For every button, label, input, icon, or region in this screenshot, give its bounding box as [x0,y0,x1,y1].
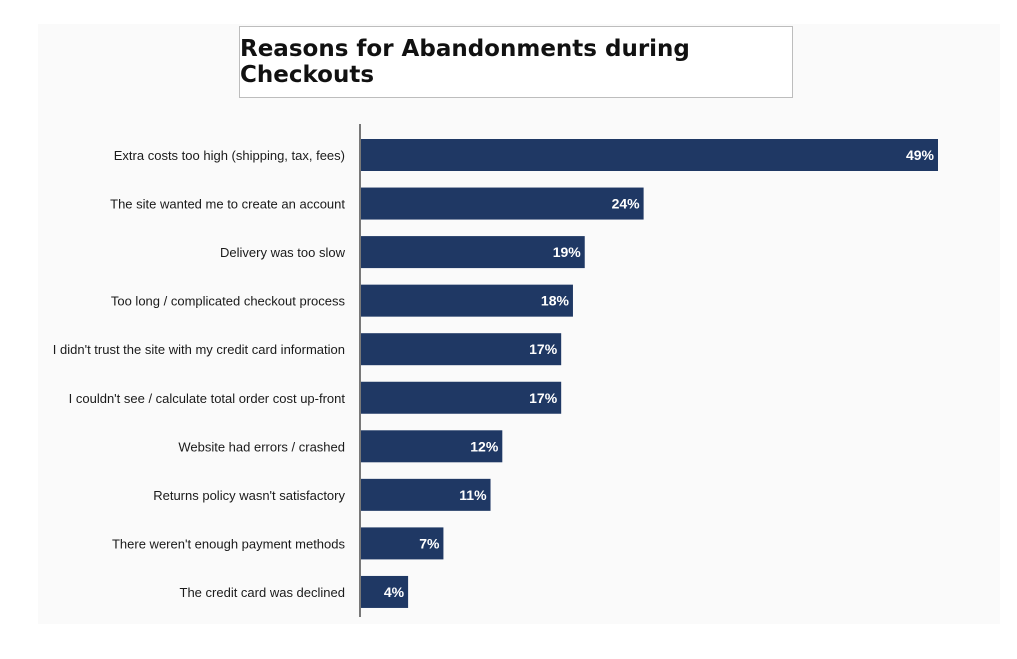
category-label: Website had errors / crashed [178,439,345,454]
bar [361,478,491,511]
bar-value-label: 11% [459,487,487,503]
bar [361,284,573,317]
bar [361,333,562,366]
category-label: There weren't enough payment methods [112,536,346,551]
chart-background [38,24,1000,624]
category-label: Returns policy wasn't satisfactory [153,488,345,503]
bars-group: 49% 24% 19% 18% 17% 17% 12% 11% 7% 4% [361,139,938,608]
bar-value-label: 18% [541,293,570,309]
category-label: I couldn't see / calculate total order c… [69,391,346,406]
bar-value-label: 4% [384,584,405,600]
category-label: Extra costs too high (shipping, tax, fee… [114,148,345,163]
category-label: Too long / complicated checkout process [111,294,346,309]
category-label: The credit card was declined [180,585,345,600]
bar-value-label: 17% [529,341,558,357]
bar-value-label: 17% [529,390,558,406]
bar [361,139,938,171]
bar [361,236,585,269]
category-label: Delivery was too slow [220,245,346,260]
category-label: I didn't trust the site with my credit c… [53,342,345,357]
chart-title-box: Reasons for Abandonments during Checkout… [239,26,793,98]
bar [361,527,444,560]
bar [361,575,409,608]
bar [361,187,644,220]
bar [361,381,562,414]
bar-value-label: 12% [470,438,499,454]
category-label: The site wanted me to create an account [110,197,345,212]
bar-value-label: 24% [612,196,641,212]
chart-title: Reasons for Abandonments during Checkout… [240,36,690,88]
bar-value-label: 49% [906,147,935,163]
bar-value-label: 19% [553,244,582,260]
category-labels-group: Extra costs too high (shipping, tax, fee… [53,148,346,600]
bar-value-label: 7% [419,535,440,551]
bar [361,430,503,463]
